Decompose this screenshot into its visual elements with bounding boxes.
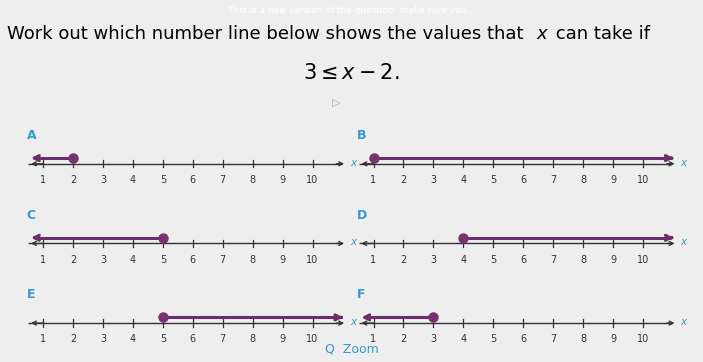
Text: 3: 3 [100,334,106,344]
Text: 9: 9 [280,334,285,344]
Text: 9: 9 [610,175,616,185]
Text: 5: 5 [490,175,496,185]
Text: 4: 4 [460,175,466,185]
Text: $3 \leq x - 2.$: $3 \leq x - 2.$ [303,63,400,83]
Text: 1: 1 [370,175,377,185]
Text: x: x [681,158,687,168]
Text: 6: 6 [190,254,196,265]
Text: x: x [681,317,687,327]
Text: 10: 10 [637,254,649,265]
Text: 2: 2 [70,175,76,185]
Text: 3: 3 [430,175,437,185]
Text: 10: 10 [307,254,318,265]
Text: x: x [350,317,356,327]
Text: B: B [357,129,366,142]
Text: 2: 2 [70,254,76,265]
Text: 7: 7 [550,334,556,344]
Text: 5: 5 [490,334,496,344]
Text: Work out which number line below shows the values that: Work out which number line below shows t… [7,25,529,43]
Text: 9: 9 [610,334,616,344]
Text: 3: 3 [100,175,106,185]
Text: x: x [350,237,356,247]
Text: Q  Zoom: Q Zoom [325,343,378,356]
Text: 7: 7 [550,175,556,185]
Text: 5: 5 [160,175,166,185]
Text: 4: 4 [130,254,136,265]
Text: x: x [681,237,687,247]
Text: 7: 7 [550,254,556,265]
Text: 9: 9 [280,175,285,185]
Text: 4: 4 [460,334,466,344]
Text: 8: 8 [580,254,586,265]
Text: 2: 2 [400,334,406,344]
Text: 5: 5 [490,254,496,265]
Text: 10: 10 [307,334,318,344]
Text: 9: 9 [280,254,285,265]
Text: A: A [27,129,37,142]
Text: 4: 4 [460,254,466,265]
Text: F: F [357,289,366,302]
Text: 8: 8 [580,175,586,185]
Text: C: C [27,209,36,222]
Text: 7: 7 [219,254,226,265]
Text: 10: 10 [637,334,649,344]
Text: can take if: can take if [550,25,650,43]
Text: 1: 1 [40,334,46,344]
Text: 1: 1 [40,254,46,265]
Text: 5: 5 [160,334,166,344]
Text: 5: 5 [160,254,166,265]
Text: 3: 3 [100,254,106,265]
Text: 6: 6 [520,254,527,265]
Text: 6: 6 [190,334,196,344]
Text: This is a new version of the question; make sure you...: This is a new version of the question; m… [228,7,475,16]
Text: 6: 6 [520,175,527,185]
Text: 8: 8 [250,175,256,185]
Text: E: E [27,289,35,302]
Text: x: x [350,158,356,168]
Text: 7: 7 [219,334,226,344]
Text: 1: 1 [370,334,377,344]
Text: 4: 4 [130,175,136,185]
Text: ▷: ▷ [332,98,340,108]
Text: D: D [357,209,367,222]
Text: 2: 2 [400,175,406,185]
Text: 1: 1 [370,254,377,265]
Text: x: x [536,25,547,43]
Text: 8: 8 [250,334,256,344]
Text: 6: 6 [520,334,527,344]
Text: 1: 1 [40,175,46,185]
Text: 3: 3 [430,254,437,265]
Text: 9: 9 [610,254,616,265]
Text: 6: 6 [190,175,196,185]
Text: 10: 10 [307,175,318,185]
Text: 10: 10 [637,175,649,185]
Text: 4: 4 [130,334,136,344]
Text: 2: 2 [70,334,76,344]
Text: 7: 7 [219,175,226,185]
Text: 2: 2 [400,254,406,265]
Text: 8: 8 [580,334,586,344]
Text: 3: 3 [430,334,437,344]
Text: 8: 8 [250,254,256,265]
